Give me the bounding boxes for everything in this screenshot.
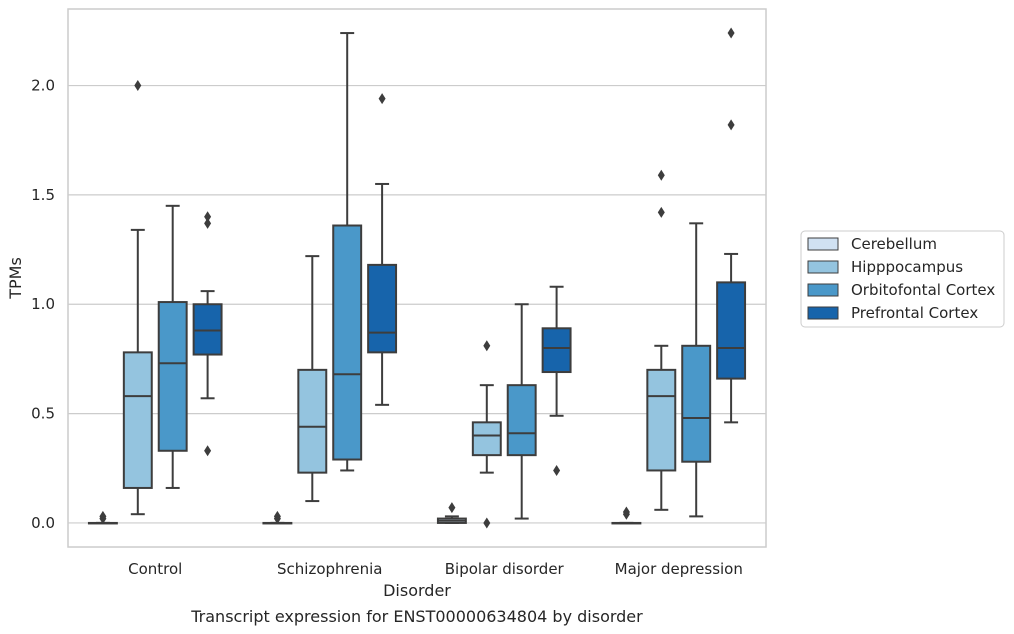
- x-tick-label: Control: [128, 560, 182, 578]
- outlier-point: [378, 93, 386, 105]
- outlier-point: [553, 464, 561, 476]
- box-hipppocampus: [297, 255, 328, 503]
- outlier-point: [727, 119, 735, 131]
- box-prefrontal-cortex: [541, 285, 572, 476]
- boxplot-series: [87, 27, 747, 529]
- box-iqr: [506, 384, 537, 457]
- legend-swatch: [807, 260, 839, 274]
- y-tick-label: 2.0: [31, 77, 55, 95]
- box-cerebellum: [436, 502, 467, 524]
- x-axis-title: Disorder: [383, 581, 451, 600]
- box-hipppocampus: [471, 340, 502, 529]
- outlier-point: [483, 517, 491, 529]
- box-orbitofontal-cortex: [506, 303, 537, 520]
- box-prefrontal-cortex: [367, 93, 398, 406]
- y-tick-label: 1.0: [31, 295, 55, 313]
- box-iqr: [367, 263, 398, 354]
- outlier-point: [483, 340, 491, 352]
- x-tick-label: Bipolar disorder: [445, 560, 565, 578]
- outlier-point: [727, 27, 735, 39]
- box-cerebellum: [611, 506, 642, 525]
- legend-label: Prefrontal Cortex: [851, 304, 978, 322]
- box-hipppocampus: [122, 80, 153, 516]
- box-iqr: [122, 351, 153, 489]
- x-tick-label: Major depression: [615, 560, 743, 578]
- box-iqr: [716, 281, 747, 380]
- y-tick-label: 0.5: [31, 405, 55, 423]
- outlier-point: [134, 80, 142, 92]
- legend: Cerebellum Hipppocampus Orbitofontal Corte…: [800, 230, 1005, 328]
- box-iqr: [541, 327, 572, 374]
- box-hipppocampus: [646, 169, 677, 511]
- box-iqr: [332, 224, 363, 461]
- chart-caption: Transcript expression for ENST0000063480…: [190, 607, 643, 626]
- outlier-point: [657, 169, 665, 181]
- y-axis-title: TPMs: [6, 257, 25, 300]
- outlier-point: [204, 217, 212, 229]
- y-tick-label: 0.0: [31, 514, 55, 532]
- box-orbitofontal-cortex: [157, 204, 188, 489]
- legend-swatch: [807, 237, 839, 251]
- legend-frame: [800, 230, 1005, 328]
- outlier-point: [622, 506, 630, 518]
- legend-label: Orbitofontal Cortex: [851, 281, 995, 299]
- y-tick-label: 1.5: [31, 186, 55, 204]
- legend-swatch: [807, 283, 839, 297]
- box-iqr: [646, 368, 677, 472]
- box-iqr: [471, 421, 502, 457]
- legend-swatch: [807, 306, 839, 320]
- box-prefrontal-cortex: [192, 211, 223, 457]
- box-orbitofontal-cortex: [681, 222, 712, 518]
- x-tick-labels: Control Schizophrenia Bipolar disorder Majo…: [128, 560, 743, 578]
- box-iqr: [192, 303, 223, 356]
- outlier-point: [657, 206, 665, 218]
- legend-label: Cerebellum: [851, 235, 937, 253]
- outlier-point: [204, 211, 212, 223]
- plot-frame: [67, 8, 767, 548]
- box-orbitofontal-cortex: [332, 32, 363, 472]
- box-prefrontal-cortex: [716, 27, 747, 424]
- box-iqr: [681, 344, 712, 463]
- legend-label: Hipppocampus: [851, 258, 963, 276]
- x-tick-label: Schizophrenia: [277, 560, 382, 578]
- outlier-point: [273, 510, 281, 522]
- box-iqr: [157, 301, 188, 452]
- outlier-point: [99, 510, 107, 522]
- box-cerebellum: [262, 510, 293, 525]
- y-tick-labels: 0.0 0.5 1.0 1.5 2.0: [31, 77, 55, 532]
- box-cerebellum: [87, 510, 118, 525]
- box-iqr: [297, 368, 328, 474]
- outlier-point: [448, 502, 456, 514]
- outlier-point: [204, 445, 212, 457]
